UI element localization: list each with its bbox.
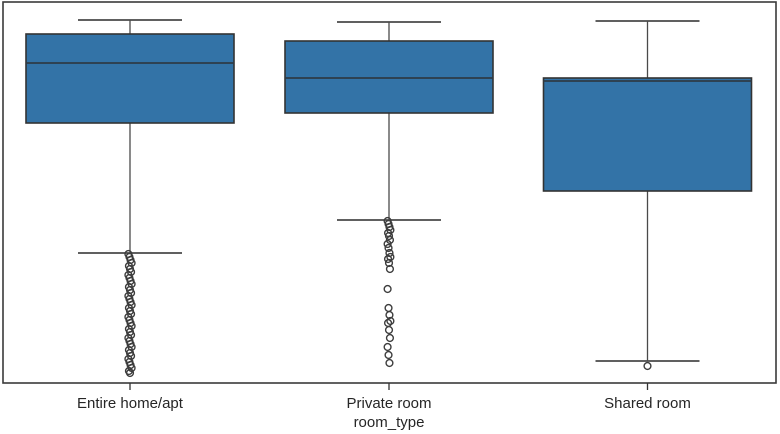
x-tick-label: Private room: [346, 395, 431, 412]
outlier-marker: [384, 303, 393, 313]
iqr-box-2: [542, 77, 753, 192]
outlier-marker: [383, 284, 392, 294]
outlier-marker: [385, 310, 394, 320]
outlier-marker: [385, 333, 395, 343]
outlier-marker: [386, 316, 395, 326]
outlier-marker: [385, 235, 395, 245]
outlier-marker: [643, 361, 652, 371]
outlier-marker: [383, 254, 393, 264]
outlier-marker: [385, 264, 395, 274]
iqr-box-1: [284, 40, 494, 114]
outlier-marker: [384, 325, 394, 335]
outlier-marker: [384, 350, 393, 360]
outlier-marker: [125, 368, 135, 378]
outlier-marker: [384, 243, 393, 253]
outlier-marker: [384, 231, 394, 241]
x-tick-label: Entire home/apt: [77, 395, 184, 412]
x-tick-label: Shared room: [604, 395, 691, 412]
iqr-box-0: [25, 33, 235, 124]
x-axis-title: room_type: [353, 414, 425, 431]
outlier-marker: [383, 239, 392, 249]
outlier-marker: [383, 342, 392, 352]
outlier-marker: [384, 258, 394, 268]
outlier-marker: [385, 358, 394, 368]
